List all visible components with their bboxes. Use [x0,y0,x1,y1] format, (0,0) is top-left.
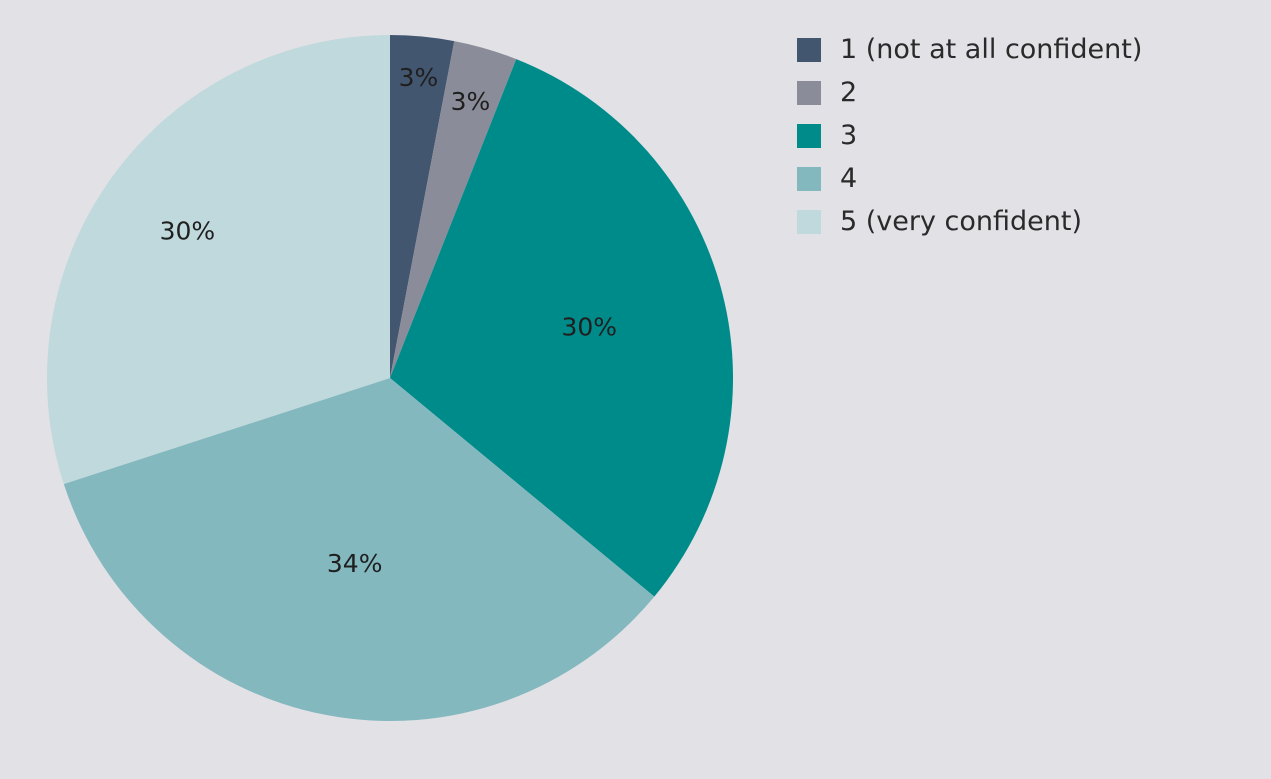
slice-label-4: 34% [327,549,383,578]
slice-label-3: 30% [562,312,618,341]
pie-slice-5 [47,35,391,484]
legend-item-1: 1 (not at all confident) [797,28,1142,71]
legend-label-1: 1 (not at all confident) [840,34,1143,65]
legend-item-3: 3 [797,114,1142,157]
pie-slice-4 [63,378,655,722]
legend: 1 (not at all confident) 2 3 4 5 (very c… [797,28,1142,243]
pie-slice-1 [390,35,455,378]
legend-item-2: 2 [797,71,1142,114]
legend-swatch-2 [797,80,821,105]
slice-label-1: 3% [399,63,439,92]
legend-label-4: 4 [840,163,858,194]
legend-swatch-5 [797,209,821,234]
legend-label-5: 5 (very confident) [840,206,1083,237]
legend-item-4: 4 [797,157,1142,200]
slice-label-2: 3% [451,87,491,116]
pie-slice-2 [390,41,517,378]
legend-label-3: 3 [840,120,858,151]
legend-swatch-4 [797,166,821,191]
legend-item-5: 5 (very confident) [797,200,1142,243]
legend-swatch-3 [797,123,821,148]
legend-swatch-1 [797,37,821,62]
pie-slice-3 [390,59,734,597]
slice-label-5: 30% [160,216,216,245]
legend-label-2: 2 [840,77,858,108]
